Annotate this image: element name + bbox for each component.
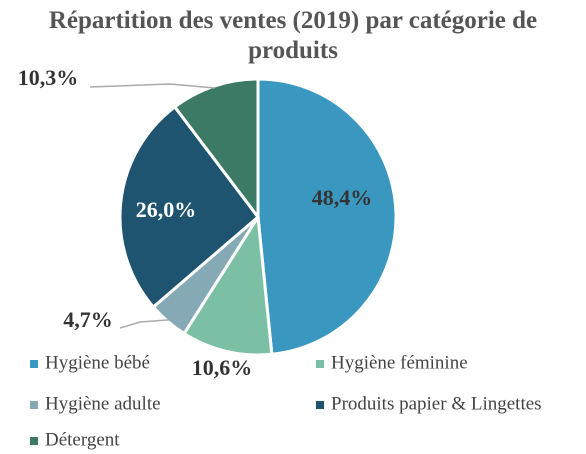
chart-title: Répartition des ventes (2019) par catégo… [48, 7, 538, 64]
legend-label: Détergent [45, 429, 120, 450]
legend-swatch [30, 437, 38, 445]
data-label: 26,0% [136, 197, 197, 222]
data-label: 48,4% [312, 185, 373, 210]
legend-label: Produits papier & Lingettes [331, 393, 542, 414]
legend-swatch [30, 401, 38, 409]
pie-slice [172, 77, 260, 222]
data-label: 10,6% [192, 355, 253, 380]
leader-line [119, 319, 170, 329]
legend-swatch [316, 360, 324, 368]
legend-label: Hygiène bébé [45, 352, 150, 373]
legend-swatch [30, 360, 38, 368]
legend-swatch [316, 401, 324, 409]
pie-slice [256, 77, 398, 356]
legend-label: Hygiène adulte [45, 393, 161, 414]
leader-line [89, 83, 215, 89]
data-label: 10,3% [18, 65, 79, 90]
pie-slice [118, 104, 261, 310]
data-label: 4,7% [63, 307, 113, 332]
legend-label: Hygiène féminine [331, 352, 468, 373]
pie-slice [181, 212, 274, 357]
